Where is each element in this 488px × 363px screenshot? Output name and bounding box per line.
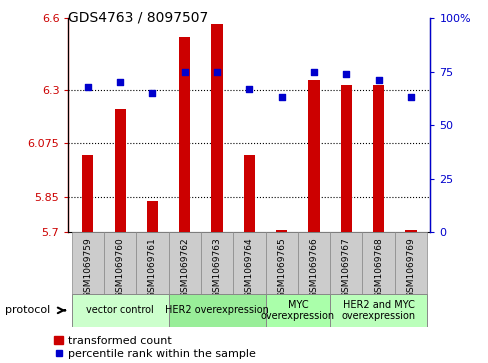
Text: GSM1069761: GSM1069761 bbox=[148, 237, 157, 298]
Text: GSM1069762: GSM1069762 bbox=[180, 237, 189, 298]
Bar bbox=[201, 232, 233, 294]
Bar bbox=[265, 294, 329, 327]
Bar bbox=[168, 294, 265, 327]
Point bbox=[406, 94, 414, 100]
Point bbox=[181, 69, 188, 75]
Legend: transformed count, percentile rank within the sample: transformed count, percentile rank withi… bbox=[54, 336, 255, 359]
Bar bbox=[405, 230, 416, 232]
Bar bbox=[297, 232, 329, 294]
Point bbox=[342, 71, 349, 77]
Text: vector control: vector control bbox=[86, 305, 154, 315]
Point bbox=[213, 69, 221, 75]
Bar bbox=[233, 232, 265, 294]
Bar bbox=[104, 232, 136, 294]
Text: protocol: protocol bbox=[5, 305, 50, 315]
Text: GSM1069765: GSM1069765 bbox=[277, 237, 285, 298]
Text: GSM1069764: GSM1069764 bbox=[244, 237, 253, 298]
Point bbox=[277, 94, 285, 100]
Bar bbox=[329, 232, 362, 294]
Bar bbox=[372, 85, 384, 232]
Bar bbox=[340, 85, 351, 232]
Bar bbox=[276, 230, 287, 232]
Point bbox=[374, 77, 382, 83]
Bar bbox=[136, 232, 168, 294]
Point bbox=[84, 84, 92, 90]
Bar bbox=[243, 155, 255, 232]
Text: GSM1069769: GSM1069769 bbox=[406, 237, 415, 298]
Text: GDS4763 / 8097507: GDS4763 / 8097507 bbox=[68, 11, 208, 25]
Point bbox=[148, 90, 156, 96]
Text: HER2 overexpression: HER2 overexpression bbox=[165, 305, 268, 315]
Point bbox=[245, 86, 253, 92]
Bar bbox=[168, 232, 201, 294]
Bar bbox=[265, 232, 297, 294]
Bar bbox=[72, 232, 104, 294]
Bar bbox=[329, 294, 426, 327]
Bar bbox=[308, 80, 319, 232]
Text: MYC
overexpression: MYC overexpression bbox=[260, 299, 334, 321]
Bar bbox=[362, 232, 394, 294]
Text: GSM1069763: GSM1069763 bbox=[212, 237, 221, 298]
Text: GSM1069759: GSM1069759 bbox=[83, 237, 92, 298]
Text: GSM1069767: GSM1069767 bbox=[341, 237, 350, 298]
Bar bbox=[394, 232, 426, 294]
Point bbox=[309, 69, 317, 75]
Bar bbox=[179, 37, 190, 232]
Bar bbox=[114, 109, 125, 232]
Text: GSM1069766: GSM1069766 bbox=[309, 237, 318, 298]
Bar bbox=[146, 201, 158, 232]
Text: GSM1069768: GSM1069768 bbox=[373, 237, 382, 298]
Bar bbox=[72, 294, 168, 327]
Bar bbox=[211, 24, 222, 232]
Text: HER2 and MYC
overexpression: HER2 and MYC overexpression bbox=[341, 299, 415, 321]
Bar bbox=[82, 155, 93, 232]
Point bbox=[116, 79, 124, 85]
Text: GSM1069760: GSM1069760 bbox=[116, 237, 124, 298]
